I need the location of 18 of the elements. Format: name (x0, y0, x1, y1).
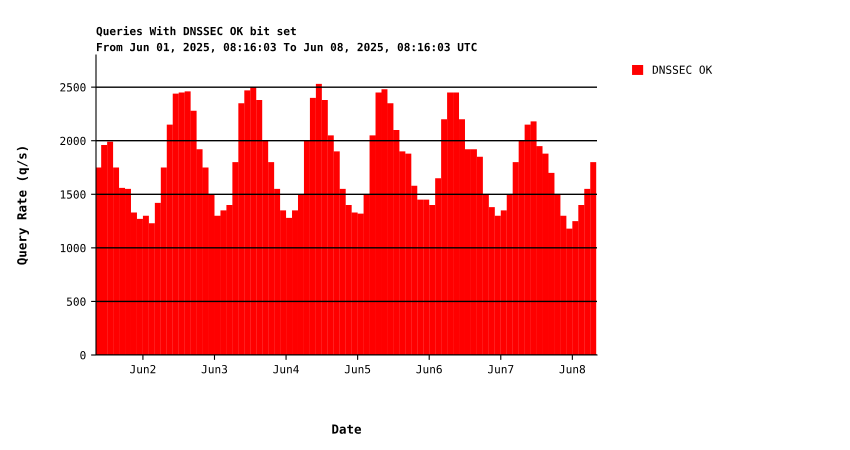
x-tick-label: Jun5 (344, 365, 370, 374)
y-tick-label: 2500 (60, 83, 86, 92)
y-tick-label: 1000 (60, 244, 86, 252)
legend-label: DNSSEC OK (652, 66, 712, 74)
x-tick-label: Jun4 (273, 365, 299, 374)
x-tick-label: Jun7 (488, 365, 514, 374)
y-axis-title: Query Rate (q/s) (16, 147, 29, 265)
x-tick-label: Jun6 (416, 364, 442, 374)
y-tick-label: 500 (66, 297, 86, 306)
x-tick-label: Jun2 (130, 364, 156, 374)
x-tick-label: Jun8 (560, 364, 586, 374)
x-tick-label: Jun3 (202, 364, 228, 374)
x-axis-title: Date (332, 424, 362, 434)
y-tick-label: 2000 (60, 136, 86, 146)
chart-title: Queries With DNSSEC OK bit set (96, 26, 296, 37)
y-tick-label: 1500 (60, 190, 86, 199)
chart-subtitle: From Jun 01, 2025, 08:16:03 To Jun 08, 2025, 08:16:03 UTC (96, 42, 476, 53)
y-tick-label: 0 (80, 351, 86, 360)
